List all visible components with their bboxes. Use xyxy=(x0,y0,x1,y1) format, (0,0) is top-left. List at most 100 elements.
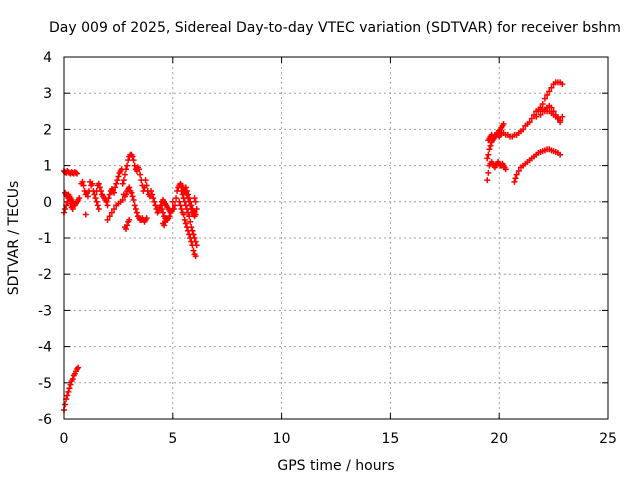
data-point xyxy=(176,198,183,205)
data-point xyxy=(485,151,492,158)
data-point xyxy=(548,104,555,111)
grid-lines xyxy=(64,57,608,419)
x-tick-label: 15 xyxy=(381,431,399,447)
data-point xyxy=(554,115,561,122)
data-point xyxy=(157,202,164,209)
data-point xyxy=(183,206,190,213)
data-point xyxy=(192,198,199,205)
data-point xyxy=(515,168,522,175)
x-tick-label: 20 xyxy=(490,431,508,447)
data-point xyxy=(181,198,188,205)
data-point xyxy=(119,180,126,187)
data-point xyxy=(546,88,553,95)
data-point xyxy=(500,120,507,127)
data-point xyxy=(129,193,136,200)
data-point xyxy=(187,198,194,205)
data-point xyxy=(95,206,102,213)
data-point xyxy=(64,198,71,205)
data-point xyxy=(115,173,122,180)
data-point xyxy=(537,111,544,118)
data-point xyxy=(161,222,168,229)
y-tick-label: 4 xyxy=(43,50,52,66)
data-point xyxy=(559,81,566,88)
x-tick-label: 10 xyxy=(273,431,291,447)
data-point xyxy=(143,182,150,189)
data-point xyxy=(82,211,89,218)
data-point xyxy=(548,84,555,91)
y-tick-label: -1 xyxy=(38,231,52,247)
data-point xyxy=(123,166,130,173)
data-point xyxy=(113,180,120,187)
data-point xyxy=(76,195,83,202)
data-point xyxy=(74,170,81,177)
y-tick-label: -5 xyxy=(38,376,52,392)
data-point xyxy=(108,209,115,216)
data-point xyxy=(67,200,74,207)
tick-labels: 0 5 10 15 20 25 -6 -5 -4 -3 -2 -1 0 1 2 3 4 xyxy=(38,50,617,447)
data-point xyxy=(182,220,189,227)
data-point xyxy=(104,202,111,209)
data-point xyxy=(155,207,162,214)
x-tick-label: 5 xyxy=(168,431,177,447)
data-point xyxy=(180,211,187,218)
data-point xyxy=(89,180,96,187)
data-point xyxy=(133,209,140,216)
chart-title: Day 009 of 2025, Sidereal Day-to-day VTE… xyxy=(49,20,621,36)
data-point xyxy=(169,198,176,205)
data-point xyxy=(186,213,193,220)
data-point xyxy=(111,189,118,196)
data-point xyxy=(502,166,509,173)
data-point xyxy=(105,195,112,202)
data-point xyxy=(178,206,185,213)
data-point xyxy=(92,195,99,202)
data-point xyxy=(188,224,195,231)
data-point xyxy=(94,202,101,209)
y-tick-label: -6 xyxy=(38,412,52,428)
data-point xyxy=(183,187,190,194)
data-point xyxy=(544,92,551,99)
data-point xyxy=(552,111,559,118)
data-point xyxy=(166,213,173,220)
data-point xyxy=(485,169,492,176)
data-point xyxy=(192,253,199,260)
data-point xyxy=(178,187,185,194)
data-point xyxy=(186,195,193,202)
data-point xyxy=(557,151,564,158)
data-point xyxy=(66,195,73,202)
data-point xyxy=(512,175,519,182)
data-point xyxy=(533,113,540,120)
data-point xyxy=(189,227,196,234)
data-point xyxy=(484,155,491,162)
y-axis-label: SDTVAR / TECUs xyxy=(6,181,22,296)
data-point xyxy=(132,206,139,213)
data-point xyxy=(192,211,199,218)
data-point xyxy=(95,180,102,187)
data-point xyxy=(106,191,113,198)
data-point xyxy=(125,157,132,164)
data-point xyxy=(126,216,133,223)
data-point xyxy=(93,198,100,205)
x-tick-label: 0 xyxy=(60,431,69,447)
y-tick-label: 3 xyxy=(43,86,52,102)
data-point xyxy=(84,193,91,200)
data-point xyxy=(151,198,158,205)
data-point xyxy=(188,202,195,209)
data-point xyxy=(152,202,159,209)
data-point xyxy=(160,209,167,216)
data-point xyxy=(142,177,149,184)
y-tick-label: -2 xyxy=(38,267,52,283)
data-point xyxy=(124,222,131,229)
data-point xyxy=(65,388,72,395)
data-point xyxy=(193,206,200,213)
data-point xyxy=(131,162,138,169)
data-point xyxy=(149,191,156,198)
data-point xyxy=(106,213,113,220)
data-point xyxy=(511,178,518,185)
data-point xyxy=(173,195,180,202)
data-point xyxy=(484,177,491,184)
data-point xyxy=(191,195,198,202)
data-point xyxy=(75,364,82,371)
data-point xyxy=(111,206,118,213)
data-point xyxy=(112,184,119,191)
